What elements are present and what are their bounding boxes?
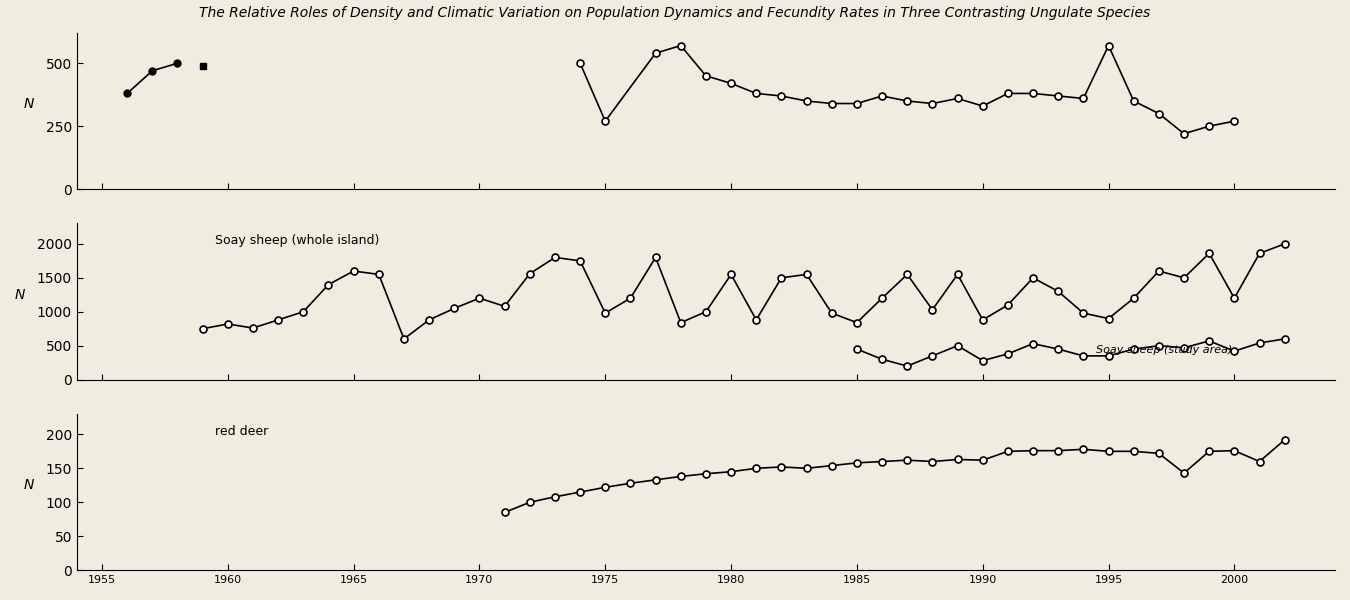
Y-axis label: N: N — [24, 97, 34, 111]
Text: Soay sheep (study area): Soay sheep (study area) — [1096, 345, 1233, 355]
Text: red deer: red deer — [215, 425, 269, 438]
Y-axis label: N: N — [24, 478, 34, 492]
Text: The Relative Roles of Density and Climatic Variation on Population Dynamics and : The Relative Roles of Density and Climat… — [200, 6, 1150, 20]
Text: Soay sheep (whole island): Soay sheep (whole island) — [215, 235, 379, 247]
Y-axis label: N: N — [15, 287, 26, 302]
